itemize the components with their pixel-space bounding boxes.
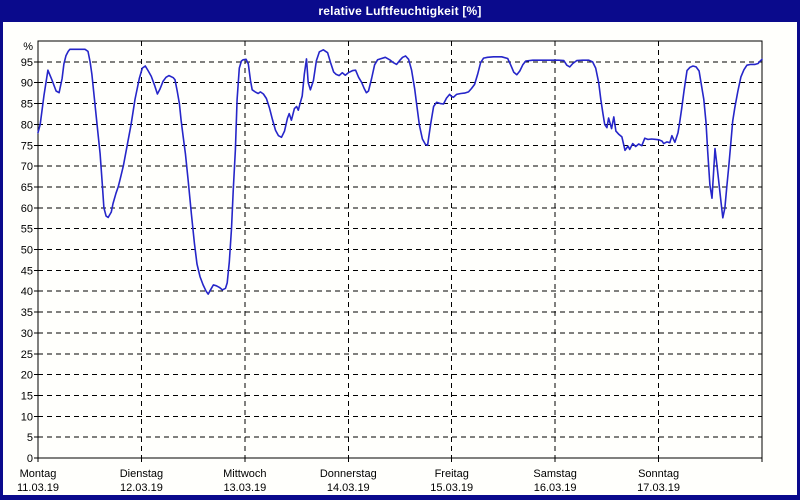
y-tick-label: 25 — [21, 349, 33, 361]
day-date-label: 16.03.19 — [534, 482, 577, 494]
day-date-label: 12.03.19 — [120, 482, 163, 494]
y-tick-label: 60 — [21, 203, 33, 215]
day-name-label: Mittwoch — [223, 468, 266, 480]
y-tick-label: 35 — [21, 307, 33, 319]
day-name-label: Donnerstag — [320, 468, 377, 480]
day-date-label: 11.03.19 — [17, 482, 59, 494]
y-tick-label: 10 — [21, 411, 33, 423]
humidity-chart: %95908580757065605550454035302520151050M… — [17, 40, 763, 494]
day-name-label: Sonntag — [638, 468, 679, 480]
day-name-label: Dienstag — [120, 468, 163, 480]
y-tick-label: 90 — [21, 78, 33, 90]
day-date-label: 17.03.19 — [637, 482, 680, 494]
day-date-label: 13.03.19 — [223, 482, 266, 494]
day-date-label: 14.03.19 — [327, 482, 370, 494]
y-tick-label: 75 — [21, 140, 33, 152]
day-name-label: Freitag — [435, 468, 469, 480]
title-bar[interactable]: relative Luftfeuchtigkeit [%] — [0, 0, 800, 22]
y-tick-label: 85 — [21, 99, 33, 111]
y-tick-label: 30 — [21, 328, 33, 340]
window-title: relative Luftfeuchtigkeit [%] — [318, 4, 482, 18]
y-tick-label: 45 — [21, 265, 33, 277]
plot-border — [37, 40, 763, 459]
y-tick-label: 15 — [21, 390, 33, 402]
y-tick-label: 50 — [21, 245, 33, 257]
day-name-label: Samstag — [533, 468, 576, 480]
y-tick-label: 70 — [21, 161, 33, 173]
humidity-line — [37, 48, 763, 295]
y-tick-label: 95 — [21, 57, 33, 69]
y-tick-label: 40 — [21, 286, 33, 298]
y-tick-label: 80 — [21, 119, 33, 131]
y-tick-label: 0 — [27, 453, 33, 465]
chart-canvas: % 95 90 85 80 75 70 65 60 55 50 45 40 35 30 25 20 15 10 5 0 M… — [3, 22, 797, 495]
y-tick-label: 65 — [21, 182, 33, 194]
y-tick-label: 5 — [27, 432, 33, 444]
y-axis-unit-label: % — [23, 41, 33, 53]
day-name-label: Montag — [20, 468, 57, 480]
day-date-label: 15.03.19 — [430, 482, 473, 494]
y-tick-label: 20 — [21, 370, 33, 382]
y-tick-label: 55 — [21, 224, 33, 236]
